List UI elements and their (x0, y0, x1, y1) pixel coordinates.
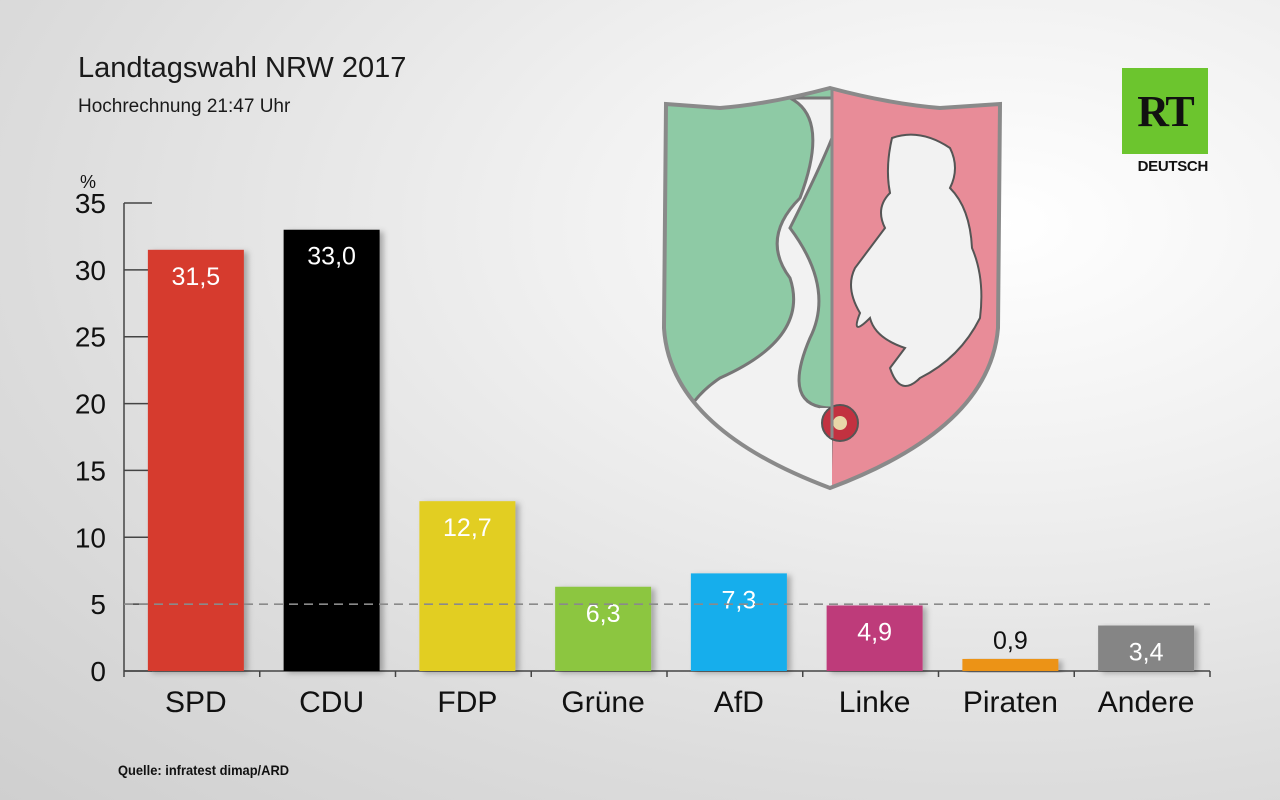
bar-linke (826, 605, 923, 671)
bar-afd (690, 573, 787, 671)
data-label: 7,3 (721, 586, 756, 614)
rt-logo-letters: RT (1137, 86, 1195, 136)
bar-fdp (419, 501, 516, 671)
y-tick-label: 25 (75, 322, 106, 353)
y-tick-label: 30 (75, 255, 106, 286)
y-tick-label: 35 (75, 188, 106, 219)
category-label: Andere (1098, 686, 1195, 719)
y-tick-label: 0 (90, 656, 106, 687)
category-label: SPD (165, 686, 227, 719)
category-label: Piraten (963, 686, 1058, 719)
data-label: 31,5 (172, 263, 221, 291)
data-label: 3,4 (1129, 639, 1164, 667)
bar-grüne (555, 586, 652, 671)
data-label: 4,9 (857, 618, 892, 646)
y-tick-label: 15 (75, 455, 106, 486)
y-tick-label: 20 (75, 389, 106, 420)
bar-cdu (283, 229, 380, 671)
category-label: FDP (437, 686, 497, 719)
data-label: 12,7 (443, 514, 492, 542)
rt-logo: RT (1122, 68, 1208, 154)
category-label: Grüne (561, 686, 644, 719)
data-label: 0,9 (993, 627, 1028, 655)
data-label: 33,0 (307, 243, 356, 271)
nrw-coat-of-arms-icon (661, 85, 1003, 491)
chart-title: Landtagswahl NRW 2017 (78, 52, 407, 84)
source-note: Quelle: infratest dimap/ARD (118, 762, 290, 778)
category-label: Linke (839, 686, 911, 719)
y-axis-unit: % (80, 172, 96, 192)
rt-logo-subtitle: DEUTSCH (1137, 158, 1209, 175)
bar-piraten (962, 658, 1059, 671)
y-tick-label: 5 (90, 589, 106, 620)
category-label: AfD (714, 686, 764, 719)
y-tick-label: 10 (75, 522, 106, 553)
bar-spd (147, 249, 244, 672)
chart-subtitle: Hochrechnung 21:47 Uhr (78, 96, 291, 117)
bar-andere (1098, 625, 1195, 671)
category-label: CDU (299, 686, 364, 719)
